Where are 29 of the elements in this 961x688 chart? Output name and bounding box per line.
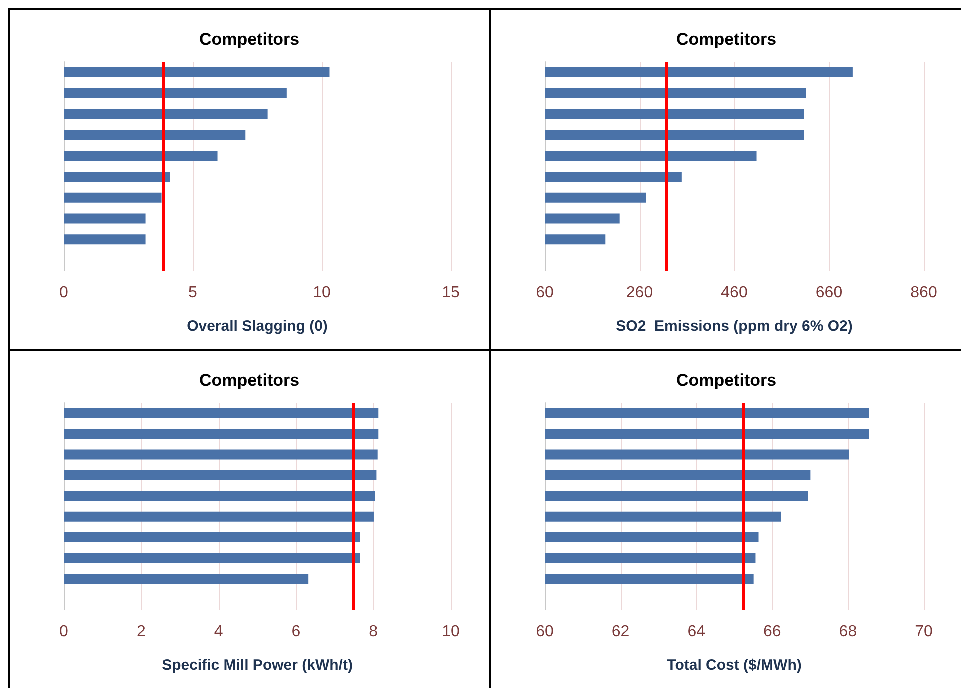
x-tick-label: 6	[292, 624, 301, 640]
x-axis-title: Overall Slagging (0)	[187, 318, 328, 335]
chart-title: Competitors	[199, 371, 300, 390]
x-tick-label: 10	[313, 284, 331, 302]
x-tick-label: 66	[764, 624, 782, 640]
x-tick-label: 62	[612, 624, 630, 640]
x-tick-label: 4	[214, 624, 224, 640]
chart-title: Competitors	[199, 30, 300, 49]
x-tick-label: 5	[188, 284, 198, 302]
x-tick-label: 860	[910, 284, 938, 302]
x-tick-label: 660	[816, 284, 843, 302]
x-tick-label: 64	[688, 624, 706, 640]
x-tick-label: 60	[536, 624, 554, 640]
x-tick-label: 15	[442, 284, 460, 302]
x-axis-title: SO2 Emissions (ppm dry 6% O2)	[616, 318, 853, 335]
x-tick-label: 68	[839, 624, 858, 640]
chart-title: Competitors	[676, 371, 777, 390]
x-axis-title: Total Cost ($/MWh)	[667, 657, 802, 674]
x-tick-label: 60	[536, 284, 554, 302]
x-axis-title: Specific Mill Power (kWh/t)	[162, 657, 353, 674]
x-tick-label: 70	[915, 624, 933, 640]
x-tick-label: 460	[721, 284, 748, 302]
x-tick-label: 10	[442, 624, 460, 640]
x-tick-label: 260	[626, 284, 654, 302]
x-tick-label: 0	[60, 284, 69, 302]
x-tick-label: 8	[369, 624, 378, 640]
x-tick-label: 0	[60, 624, 69, 640]
chart-title: Competitors	[676, 30, 777, 49]
x-tick-label: 2	[136, 624, 146, 640]
